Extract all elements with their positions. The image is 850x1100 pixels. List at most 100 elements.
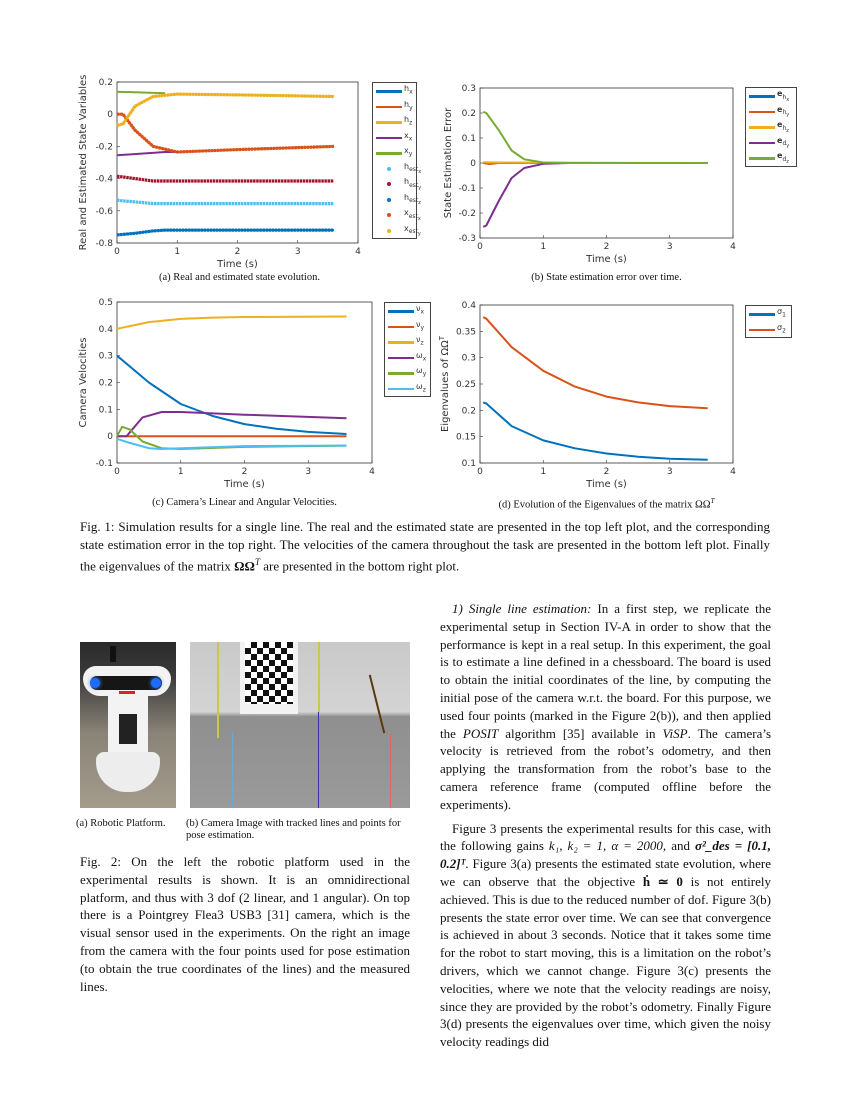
legend-entry: νx bbox=[385, 303, 430, 319]
p2-sigma: σ²_des = [0.1, 0.2]ᵀ bbox=[440, 838, 771, 872]
fig2-caption: Fig. 2: On the left the robotic platform… bbox=[80, 853, 410, 995]
legend-label: hesty bbox=[404, 177, 422, 191]
series-d-0 bbox=[482, 401, 708, 461]
y-tick-label: 0 bbox=[107, 432, 113, 442]
legend-entry: νz bbox=[385, 334, 430, 350]
p2-text-b: and bbox=[666, 838, 695, 854]
legend-swatch bbox=[749, 141, 775, 144]
robot-platform-photo bbox=[80, 642, 176, 808]
x-tick-label: 1 bbox=[540, 467, 546, 477]
y-axis-label: Camera Velocities bbox=[78, 338, 89, 428]
legend-swatch bbox=[376, 136, 402, 139]
camera-image-photo bbox=[190, 642, 410, 808]
series-c-0 bbox=[116, 354, 347, 435]
legend-swatch bbox=[749, 126, 775, 129]
p2-text-d: is not entirely achieved. This is due to… bbox=[440, 873, 771, 1050]
y-tick-label: 0.2 bbox=[99, 78, 113, 88]
y-tick-label: -0.8 bbox=[95, 239, 113, 249]
legend-swatch bbox=[387, 228, 391, 233]
legend-a: hx hy hz xx xy hestx hesty hestz xestx xesty bbox=[372, 82, 421, 239]
x-tick-label: 3 bbox=[305, 467, 311, 477]
legend-entry: xy bbox=[373, 145, 416, 161]
legend-entry: xestx bbox=[373, 207, 421, 223]
x-axis-label: Time (s) bbox=[223, 479, 265, 490]
plot-area-d bbox=[479, 304, 734, 464]
y-axis-label: State Estimation Error bbox=[443, 107, 454, 218]
x-tick-label: 1 bbox=[178, 467, 184, 477]
fig1-caption-sup: T bbox=[254, 556, 260, 567]
p1-visp: ViSP bbox=[662, 725, 688, 741]
p1-posit: POSIT bbox=[462, 725, 499, 741]
y-tick-label: 0.2 bbox=[99, 379, 113, 389]
series-a-9 bbox=[116, 92, 334, 128]
y-tick-label: 0.15 bbox=[456, 433, 476, 443]
y-tick-label: 0.1 bbox=[462, 134, 476, 144]
legend-label: edy bbox=[777, 135, 790, 150]
legend-entry: ehx bbox=[746, 88, 796, 104]
paragraph-results: Figure 3 presents the experimental resul… bbox=[440, 820, 771, 1051]
x-tick-label: 1 bbox=[540, 242, 546, 252]
x-tick-label: 3 bbox=[667, 242, 673, 252]
legend-label: ωx bbox=[416, 350, 427, 363]
x-tick-label: 0 bbox=[477, 467, 483, 477]
legend-label: ωz bbox=[416, 381, 426, 394]
legend-label: hz bbox=[404, 115, 413, 127]
series-b-4 bbox=[482, 110, 708, 164]
x-tick-label: 0 bbox=[114, 467, 120, 477]
x-tick-label: 2 bbox=[235, 247, 241, 257]
series-a-3 bbox=[116, 151, 178, 157]
p1-text-c: . The camera’s velocity is retrieved fro… bbox=[440, 725, 772, 812]
legend-label: νz bbox=[416, 335, 424, 347]
caption-fig1d: (d) Evolution of the Eigenvalues of the … bbox=[470, 497, 743, 511]
legend-entry: ωz bbox=[385, 381, 430, 397]
legend-swatch bbox=[388, 341, 414, 344]
legend-swatch bbox=[387, 182, 391, 186]
series-d-1 bbox=[482, 316, 708, 410]
x-tick-label: 0 bbox=[114, 247, 120, 257]
x-axis-label: Time (s) bbox=[216, 259, 258, 270]
y-axis-label: Eigenvalues of ΩΩT bbox=[438, 335, 451, 432]
x-tick-label: 2 bbox=[604, 467, 610, 477]
legend-swatch bbox=[749, 328, 775, 331]
body-text: 1) Single line estimation: In a first st… bbox=[440, 600, 771, 1051]
y-tick-label: 0.1 bbox=[462, 459, 476, 469]
x-tick-label: 3 bbox=[295, 247, 301, 257]
fig1-caption-end: are presented in the bottom right plot. bbox=[259, 557, 460, 573]
y-tick-label: 0.2 bbox=[462, 109, 476, 119]
legend-swatch bbox=[749, 157, 775, 160]
legend-entry: hy bbox=[373, 99, 416, 115]
legend-entry: hestz bbox=[373, 192, 421, 208]
fig2-caption-text: Fig. 2: On the left the robotic platform… bbox=[80, 854, 410, 994]
section-heading: 1) Single line estimation: bbox=[452, 601, 592, 616]
fig1-caption: Fig. 1: Simulation results for a single … bbox=[80, 518, 770, 575]
legend-swatch bbox=[387, 197, 391, 202]
legend-entry: hesty bbox=[373, 176, 421, 192]
y-tick-label: -0.2 bbox=[95, 142, 113, 152]
legend-label: hy bbox=[404, 99, 413, 112]
x-tick-label: 2 bbox=[604, 242, 610, 252]
legend-entry: ωy bbox=[385, 365, 430, 381]
legend-swatch bbox=[387, 213, 391, 217]
legend-label: hestx bbox=[404, 161, 422, 176]
legend-label: xy bbox=[404, 146, 413, 158]
legend-label: σ2 bbox=[777, 322, 786, 335]
legend-swatch bbox=[749, 313, 775, 316]
y-tick-label: -0.6 bbox=[95, 207, 113, 217]
x-axis-label: Time (s) bbox=[585, 254, 627, 265]
legend-swatch bbox=[749, 95, 775, 98]
x-tick-label: 3 bbox=[667, 467, 673, 477]
legend-swatch bbox=[388, 387, 414, 390]
legend-entry: νy bbox=[385, 319, 430, 335]
legend-b: ehx ehy ehz edy edz bbox=[745, 87, 797, 167]
p2-text-a: Figure 3 presents the experimental resul… bbox=[440, 820, 771, 854]
legend-label: xestx bbox=[404, 208, 421, 222]
y-tick-label: 0.5 bbox=[99, 298, 113, 308]
fig1-caption-math: ΩΩ bbox=[234, 557, 255, 573]
y-tick-label: 0.4 bbox=[462, 301, 477, 311]
fig1-caption-text: Fig. 1: Simulation results for a single … bbox=[80, 519, 770, 573]
caption-fig1b: (b) State estimation error over time. bbox=[531, 272, 682, 283]
p2-gains: k₁, k₂ = 1, α = 2000, bbox=[548, 838, 667, 854]
series-a-8 bbox=[117, 112, 334, 154]
y-tick-label: 0.3 bbox=[99, 352, 113, 362]
legend-label: hestz bbox=[404, 192, 421, 207]
